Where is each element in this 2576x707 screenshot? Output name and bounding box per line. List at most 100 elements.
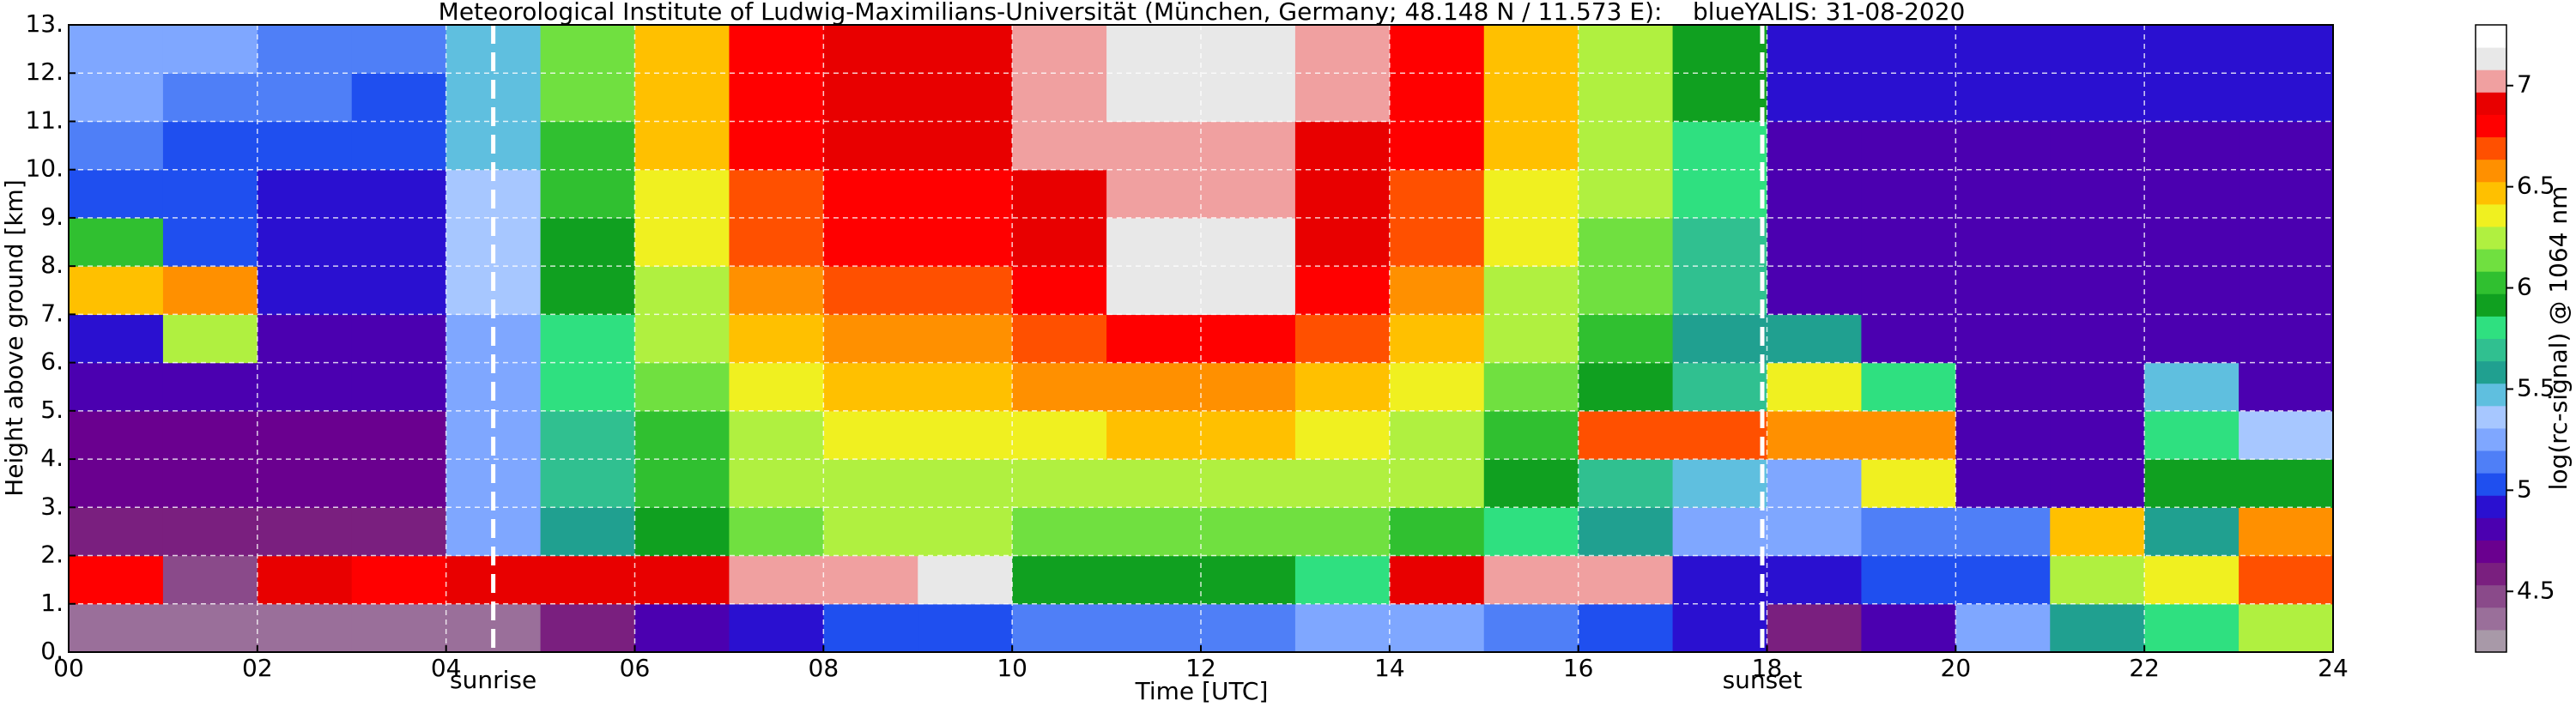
heatmap-cell bbox=[257, 266, 353, 315]
colorbar-swatch bbox=[2476, 316, 2506, 339]
heatmap-cell bbox=[257, 73, 353, 123]
y-tick-label: 4. bbox=[40, 444, 64, 472]
heatmap-cell bbox=[1106, 25, 1202, 74]
heatmap-cell bbox=[2239, 314, 2334, 364]
heatmap-cell bbox=[823, 410, 918, 460]
heatmap-cell bbox=[1861, 121, 1956, 171]
heatmap-cell bbox=[729, 314, 824, 364]
heatmap-cell bbox=[1106, 507, 1202, 557]
heatmap-cell bbox=[1767, 73, 1863, 123]
y-tick-label: 8. bbox=[40, 251, 64, 279]
heatmap-cell bbox=[257, 362, 353, 412]
colorbar-swatch bbox=[2476, 540, 2506, 564]
heatmap-cell bbox=[1955, 410, 2051, 460]
heatmap-cell bbox=[634, 507, 730, 557]
colorbar-swatch bbox=[2476, 427, 2506, 451]
heatmap-cell bbox=[351, 410, 447, 460]
heatmap-cell bbox=[2239, 410, 2334, 460]
colorbar-label: log(rc-signal) @ 1064 nm bbox=[2544, 186, 2573, 491]
heatmap-cell bbox=[918, 507, 1013, 557]
colorbar-swatch bbox=[2476, 293, 2506, 317]
heatmap-cell bbox=[1389, 121, 1485, 171]
heatmap-cell bbox=[1389, 410, 1485, 460]
heatmap-cell bbox=[1201, 555, 1296, 605]
heatmap-cell bbox=[162, 410, 258, 460]
heatmap-cell bbox=[1767, 169, 1863, 219]
y-tick-label: 0. bbox=[40, 637, 64, 665]
heatmap-cell bbox=[2144, 25, 2240, 74]
heatmap-cell bbox=[1012, 266, 1107, 315]
heatmap-cell bbox=[1483, 217, 1579, 267]
heatmap-cell bbox=[257, 169, 353, 219]
heatmap-cell bbox=[2239, 121, 2334, 171]
heatmap-cell bbox=[1483, 121, 1579, 171]
heatmap-cell bbox=[1106, 73, 1202, 123]
x-axis-label: Time [UTC] bbox=[1135, 677, 1269, 705]
heatmap-cell bbox=[1106, 362, 1202, 412]
heatmap-cell bbox=[1955, 73, 2051, 123]
heatmap-cell bbox=[2239, 25, 2334, 74]
heatmap-cell bbox=[351, 169, 447, 219]
heatmap-cell bbox=[69, 362, 164, 412]
heatmap-cell bbox=[1012, 507, 1107, 557]
colorbar-swatch bbox=[2476, 450, 2506, 474]
heatmap-cell bbox=[351, 507, 447, 557]
heatmap-cell bbox=[2144, 73, 2240, 123]
heatmap-cell bbox=[257, 459, 353, 508]
heatmap-cell bbox=[1294, 459, 1391, 508]
colorbar-swatch bbox=[2476, 47, 2506, 70]
heatmap-cell bbox=[1578, 314, 1674, 364]
heatmap-cell bbox=[1672, 555, 1768, 605]
heatmap-cell bbox=[729, 217, 824, 267]
heatmap-cell bbox=[257, 217, 353, 267]
heatmap-cell bbox=[1294, 121, 1391, 171]
heatmap-cell bbox=[634, 266, 730, 315]
heatmap-cell bbox=[1861, 169, 1956, 219]
heatmap-cell bbox=[69, 169, 164, 219]
heatmap-cell bbox=[1767, 459, 1863, 508]
colorbar-swatch bbox=[2476, 584, 2506, 608]
heatmap-cell bbox=[351, 73, 447, 123]
heatmap-cell bbox=[1672, 507, 1768, 557]
heatmap-cell bbox=[2144, 217, 2240, 267]
heatmap-cell bbox=[729, 555, 824, 605]
colorbar-tick-label: 5.5 bbox=[2517, 373, 2555, 402]
heatmap-cell bbox=[634, 217, 730, 267]
heatmap-cell bbox=[162, 362, 258, 412]
heatmap-cell bbox=[1389, 362, 1485, 412]
heatmap-cell bbox=[1294, 362, 1391, 412]
heatmap-cell bbox=[162, 169, 258, 219]
heatmap-cell bbox=[69, 25, 164, 74]
heatmap-cell bbox=[1483, 266, 1579, 315]
heatmap-cell bbox=[1955, 603, 2051, 653]
heatmap-cell bbox=[729, 603, 824, 653]
heatmap-cell bbox=[1389, 507, 1485, 557]
heatmap-cell bbox=[823, 169, 918, 219]
heatmap-cell bbox=[540, 507, 636, 557]
heatmap-cell bbox=[1672, 603, 1768, 653]
heatmap-cell bbox=[2050, 121, 2145, 171]
x-tick-label: 04 bbox=[431, 654, 462, 682]
x-tick-label: 00 bbox=[53, 654, 84, 682]
heatmap-cell bbox=[69, 217, 164, 267]
heatmap-cell bbox=[1578, 459, 1674, 508]
heatmap-cell bbox=[162, 266, 258, 315]
heatmap-cell bbox=[2050, 555, 2145, 605]
colorbar-swatch bbox=[2476, 69, 2506, 93]
heatmap-cell bbox=[1106, 266, 1202, 315]
heatmap-cell bbox=[1955, 362, 2051, 412]
heatmap-cell bbox=[1767, 555, 1863, 605]
y-tick-label: 10. bbox=[25, 154, 64, 183]
heatmap-cell bbox=[69, 507, 164, 557]
heatmap-cell bbox=[1955, 507, 2051, 557]
y-tick-label: 11. bbox=[25, 106, 64, 134]
heatmap-cell bbox=[1201, 507, 1296, 557]
heatmap-cell bbox=[634, 603, 730, 653]
heatmap-cell bbox=[729, 73, 824, 123]
heatmap-cell bbox=[918, 314, 1013, 364]
heatmap-cell bbox=[1672, 217, 1768, 267]
heatmap-cell bbox=[1106, 555, 1202, 605]
heatmap-cell bbox=[634, 25, 730, 74]
heatmap-cell bbox=[540, 314, 636, 364]
